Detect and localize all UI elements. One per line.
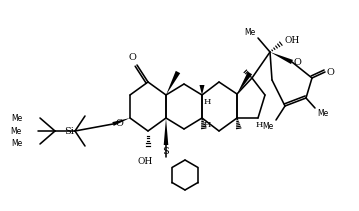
Text: H: H bbox=[256, 121, 264, 129]
Text: S: S bbox=[163, 147, 169, 156]
Text: Si: Si bbox=[64, 127, 74, 135]
Text: Me: Me bbox=[11, 114, 22, 123]
Text: OH: OH bbox=[285, 35, 300, 45]
Text: Me: Me bbox=[10, 127, 21, 135]
Text: OH: OH bbox=[137, 157, 153, 166]
Polygon shape bbox=[166, 71, 180, 95]
Text: Me: Me bbox=[317, 109, 328, 118]
Text: H: H bbox=[204, 98, 211, 106]
Text: Me: Me bbox=[11, 138, 22, 147]
Text: O: O bbox=[128, 53, 136, 62]
Polygon shape bbox=[200, 85, 205, 95]
Text: Me: Me bbox=[245, 28, 256, 37]
Text: O: O bbox=[115, 119, 123, 127]
Polygon shape bbox=[164, 118, 168, 145]
Polygon shape bbox=[237, 72, 252, 94]
Text: O: O bbox=[294, 58, 302, 66]
Text: Me: Me bbox=[263, 122, 274, 131]
Text: O: O bbox=[327, 68, 335, 77]
Polygon shape bbox=[112, 118, 130, 126]
Text: H: H bbox=[204, 121, 211, 129]
Polygon shape bbox=[270, 52, 293, 64]
